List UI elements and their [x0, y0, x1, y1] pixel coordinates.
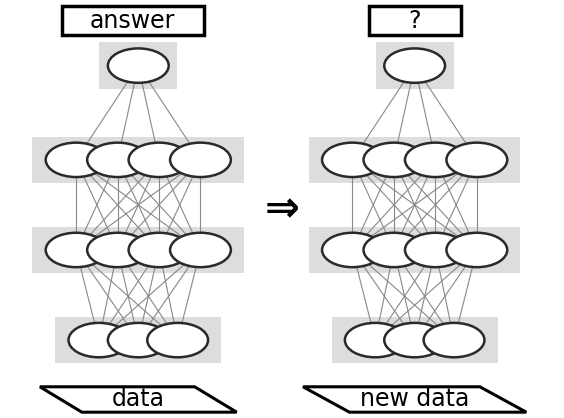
Text: ?: ?	[408, 8, 421, 33]
Ellipse shape	[447, 143, 507, 177]
Polygon shape	[303, 387, 526, 412]
Text: new data: new data	[360, 387, 469, 411]
Ellipse shape	[87, 233, 148, 267]
FancyBboxPatch shape	[309, 137, 521, 183]
Ellipse shape	[46, 143, 107, 177]
Text: ⇒: ⇒	[265, 188, 299, 230]
FancyBboxPatch shape	[55, 317, 221, 363]
FancyBboxPatch shape	[99, 43, 178, 89]
Ellipse shape	[364, 143, 424, 177]
FancyBboxPatch shape	[376, 43, 454, 89]
FancyBboxPatch shape	[369, 6, 461, 35]
Text: answer: answer	[90, 8, 175, 33]
Ellipse shape	[46, 233, 107, 267]
Ellipse shape	[170, 143, 231, 177]
Ellipse shape	[364, 233, 424, 267]
Ellipse shape	[424, 323, 484, 357]
Ellipse shape	[68, 323, 129, 357]
FancyBboxPatch shape	[33, 227, 244, 273]
FancyBboxPatch shape	[62, 6, 204, 35]
Ellipse shape	[384, 48, 445, 83]
Ellipse shape	[322, 233, 383, 267]
Ellipse shape	[405, 143, 466, 177]
FancyBboxPatch shape	[309, 227, 521, 273]
Ellipse shape	[447, 233, 507, 267]
Ellipse shape	[170, 233, 231, 267]
Ellipse shape	[129, 233, 190, 267]
FancyBboxPatch shape	[332, 317, 497, 363]
Ellipse shape	[108, 323, 169, 357]
Ellipse shape	[129, 143, 190, 177]
Ellipse shape	[87, 143, 148, 177]
Ellipse shape	[345, 323, 406, 357]
Ellipse shape	[322, 143, 383, 177]
Text: data: data	[112, 387, 165, 411]
Polygon shape	[40, 387, 237, 412]
Ellipse shape	[405, 233, 466, 267]
Ellipse shape	[108, 48, 169, 83]
Ellipse shape	[147, 323, 208, 357]
FancyBboxPatch shape	[33, 137, 244, 183]
Ellipse shape	[384, 323, 445, 357]
